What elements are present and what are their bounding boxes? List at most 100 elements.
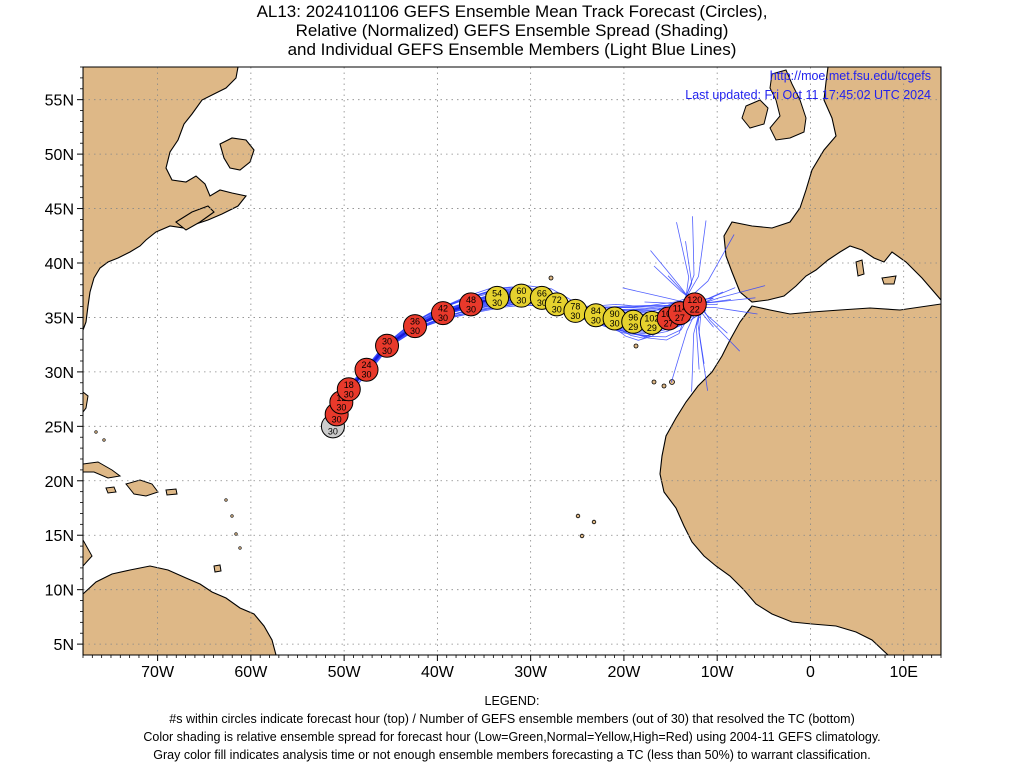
lon-tick-label: 0 (806, 664, 815, 681)
land-sicily (881, 275, 897, 285)
land-puerto-rico (165, 488, 178, 496)
track-circle (336, 377, 361, 402)
member-count-label: 29 (647, 323, 657, 333)
track-circle (375, 333, 400, 358)
lat-tick-label: 50N (45, 147, 74, 164)
last-updated-text: Last updated: Fri Oct 11 17:45:02 UTC 20… (685, 88, 931, 102)
land-north-america (83, 67, 247, 331)
track-circle (354, 357, 379, 382)
lat-tick-label: 15N (45, 528, 74, 545)
chart-title-line-1: AL13: 2024101106 GEFS Ensemble Mean Trac… (256, 2, 768, 21)
forecast-hour-label: 78 (570, 301, 580, 311)
member-count-label: 30 (537, 298, 547, 308)
forecast-hour-label: 102 (644, 313, 659, 323)
member-count-label: 27 (675, 313, 685, 323)
lon-tick-label: 40W (421, 664, 455, 681)
land-trinidad (213, 564, 222, 573)
forecast-hour-label: 96 (628, 312, 638, 322)
lat-tick-label: 10N (45, 583, 74, 600)
member-count-label: 27 (664, 319, 674, 329)
forecast-hour-label: 42 (438, 304, 448, 314)
lat-tick-label: 25N (45, 419, 74, 436)
axis-ticks: 70W 60W 50W 40W 30W 20W 10W 0 10E 55N 50N 45N 40N 35N… (45, 66, 942, 681)
lon-tick-label: 30W (514, 664, 548, 681)
member-count-label: 22 (690, 304, 700, 314)
lat-tick-label: 20N (45, 474, 74, 491)
member-count-label: 30 (382, 346, 392, 356)
credit-url[interactable]: http://moe.met.fsu.edu/tcgefs (770, 69, 931, 83)
member-count-label: 30 (552, 304, 562, 314)
land-africa (659, 303, 941, 655)
forecast-hour-label: 24 (362, 360, 372, 370)
land-cuba (83, 461, 122, 479)
member-count-label: 30 (336, 402, 346, 412)
forecast-hour-label: 18 (344, 380, 354, 390)
forecast-hour-label: 114 (673, 304, 687, 314)
lon-tick-label: 50W (328, 664, 362, 681)
track-circle (403, 314, 428, 339)
land-europe (723, 67, 941, 303)
legend-line-1: #s within circles indicate forecast hour… (169, 712, 855, 726)
lat-tick-label: 5N (54, 637, 74, 654)
track-circle (430, 301, 455, 326)
member-count-label: 30 (410, 326, 420, 336)
land-central-america (83, 538, 93, 567)
member-count-label: 30 (328, 426, 338, 436)
lon-tick-label: 70W (141, 664, 175, 681)
member-count-label: 30 (492, 298, 502, 308)
legend-line-3: Gray color fill indicates analysis time … (153, 748, 871, 762)
land-nova-scotia (175, 205, 215, 231)
lon-tick-label: 10E (889, 664, 917, 681)
legend-heading: LEGEND: (484, 694, 540, 708)
land-florida (83, 391, 89, 413)
land-sardinia (855, 259, 865, 277)
lat-tick-label: 30N (45, 365, 74, 382)
member-count-label: 30 (362, 370, 372, 380)
lon-tick-label: 20W (607, 664, 641, 681)
member-count-label: 30 (570, 311, 580, 321)
forecast-hour-label: 60 (516, 286, 526, 296)
track-circles: 0306301230183024303030363042304830543060… (320, 283, 707, 439)
member-count-label: 30 (610, 319, 620, 329)
forecast-hour-label: 120 (687, 295, 702, 305)
lat-tick-label: 45N (45, 202, 74, 219)
member-count-label: 30 (344, 389, 354, 399)
chart-title-line-3: and Individual GEFS Ensemble Members (Li… (287, 40, 737, 59)
forecast-hour-label: 84 (591, 306, 601, 316)
track-circle (458, 292, 483, 317)
land-layer (83, 67, 941, 655)
track-circle (485, 285, 510, 310)
forecast-hour-label: 90 (610, 309, 620, 319)
member-count-label: 30 (332, 414, 342, 424)
member-count-label: 30 (516, 296, 526, 306)
forecast-hour-label: 54 (492, 288, 502, 298)
forecast-hour-label: 48 (466, 295, 476, 305)
lat-tick-label: 40N (45, 256, 74, 273)
graticule (83, 67, 941, 655)
member-count-label: 30 (466, 304, 476, 314)
land-south-america (83, 565, 277, 655)
chart-title-line-2: Relative (Normalized) GEFS Ensemble Spre… (295, 21, 729, 40)
forecast-hour-label: 66 (537, 288, 547, 298)
member-count-label: 30 (591, 315, 601, 325)
member-count-label: 30 (438, 313, 448, 323)
lon-tick-label: 60W (234, 664, 268, 681)
forecast-hour-label: 36 (410, 317, 420, 327)
legend-line-2: Color shading is relative ensemble sprea… (143, 730, 881, 744)
lon-tick-label: 10W (701, 664, 735, 681)
member-count-label: 29 (628, 322, 638, 332)
track-circle (682, 292, 707, 317)
